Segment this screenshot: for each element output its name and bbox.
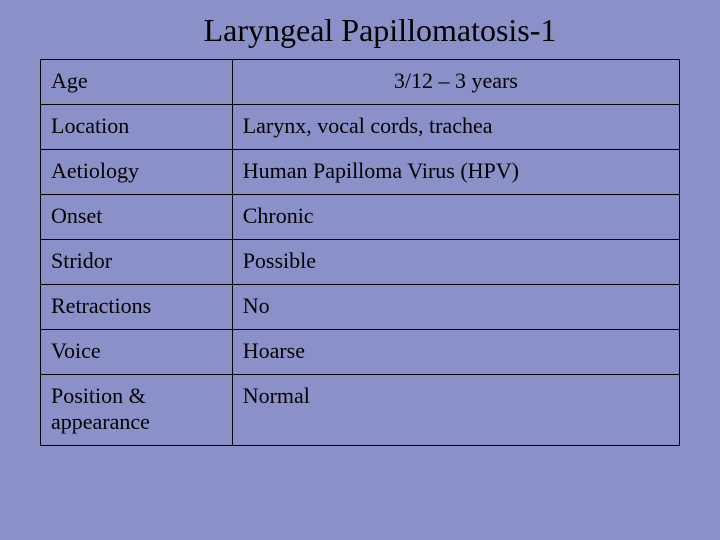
table-row: OnsetChronic <box>41 195 680 240</box>
slide-title: Laryngeal Papillomatosis-1 <box>80 12 680 49</box>
row-value: Normal <box>232 375 679 446</box>
row-value: Possible <box>232 240 679 285</box>
row-label: Age <box>41 60 233 105</box>
slide-container: Laryngeal Papillomatosis-1 Age3/12 – 3 y… <box>0 0 720 540</box>
row-value: Larynx, vocal cords, trachea <box>232 105 679 150</box>
table-row: AetiologyHuman Papilloma Virus (HPV) <box>41 150 680 195</box>
row-label: Onset <box>41 195 233 240</box>
row-label: Position & appearance <box>41 375 233 446</box>
row-value: 3/12 – 3 years <box>232 60 679 105</box>
table-body: Age3/12 – 3 yearsLocationLarynx, vocal c… <box>41 60 680 446</box>
row-label: Stridor <box>41 240 233 285</box>
table-row: LocationLarynx, vocal cords, trachea <box>41 105 680 150</box>
table-row: Position & appearanceNormal <box>41 375 680 446</box>
row-value: Chronic <box>232 195 679 240</box>
table-row: RetractionsNo <box>41 285 680 330</box>
row-label: Retractions <box>41 285 233 330</box>
info-table: Age3/12 – 3 yearsLocationLarynx, vocal c… <box>40 59 680 446</box>
row-label: Aetiology <box>41 150 233 195</box>
table-row: StridorPossible <box>41 240 680 285</box>
row-label: Voice <box>41 330 233 375</box>
row-value: Hoarse <box>232 330 679 375</box>
row-label: Location <box>41 105 233 150</box>
table-row: VoiceHoarse <box>41 330 680 375</box>
table-row: Age3/12 – 3 years <box>41 60 680 105</box>
row-value: No <box>232 285 679 330</box>
row-value: Human Papilloma Virus (HPV) <box>232 150 679 195</box>
